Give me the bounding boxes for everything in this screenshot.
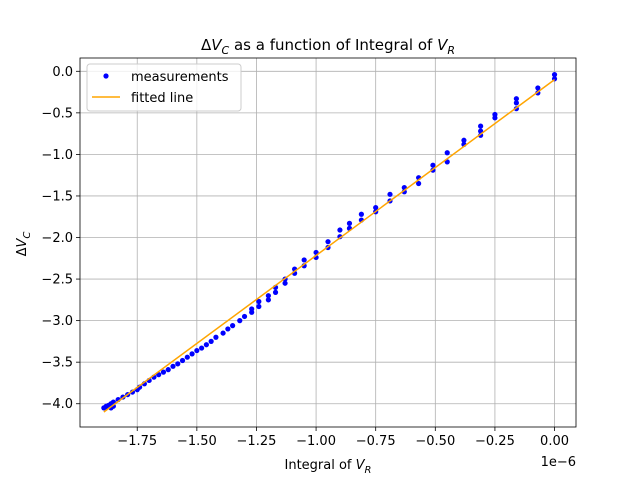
data-point <box>237 318 243 324</box>
data-point <box>265 293 271 299</box>
y-tick-label: −0.5 <box>41 106 73 121</box>
data-point <box>265 297 271 303</box>
data-point <box>492 115 498 121</box>
data-point <box>387 191 393 197</box>
x-tick-label: −0.25 <box>475 434 515 449</box>
data-point <box>208 338 214 344</box>
y-axis-label: ΔVC <box>15 232 33 257</box>
data-point <box>282 280 288 286</box>
data-point <box>194 347 200 354</box>
y-tick-label: −3.5 <box>41 356 73 371</box>
data-point <box>301 257 307 263</box>
x-tick-label: −1.75 <box>117 434 157 449</box>
y-axis-ticks: 0.0 −0.5 −1.0 −1.5 −2.0 −2.5 −3.0 −3.5 −4.0 <box>41 65 80 412</box>
legend-label-fitted-line: fitted line <box>131 91 193 106</box>
data-point <box>256 303 262 310</box>
y-tick-label: −3.0 <box>41 314 73 329</box>
data-point <box>179 357 186 364</box>
data-point <box>203 342 209 348</box>
data-point <box>373 204 379 211</box>
plot-area <box>101 72 558 413</box>
legend-marker-measurements <box>103 73 109 79</box>
x-tick-label: −1.25 <box>237 434 277 449</box>
fitted-line <box>103 79 555 413</box>
x-tick-label: 0.00 <box>540 434 569 449</box>
data-point <box>175 361 181 367</box>
x-tick-label: −0.50 <box>415 434 455 449</box>
data-point <box>225 326 231 332</box>
chart-title: ΔVC as a function of Integral of VR <box>201 36 455 57</box>
data-point <box>160 369 167 375</box>
data-point <box>430 162 436 168</box>
data-point <box>551 72 558 78</box>
data-point <box>272 289 279 295</box>
data-point <box>461 137 467 143</box>
data-point <box>220 330 226 336</box>
data-point <box>358 211 364 217</box>
data-point <box>170 363 176 369</box>
data-point <box>165 367 171 373</box>
legend-box <box>86 63 242 112</box>
data-point <box>256 298 262 305</box>
data-point <box>189 351 195 357</box>
data-point <box>337 227 343 233</box>
legend-label-measurements: measurements <box>131 70 229 85</box>
data-point <box>241 313 248 320</box>
x-tick-label: −0.75 <box>356 434 396 449</box>
data-point <box>325 239 331 245</box>
x-tick-label: −1.50 <box>177 434 217 449</box>
data-point <box>416 180 422 187</box>
data-point <box>199 345 205 351</box>
x-axis-ticks: −1.75 −1.50 −1.25 −1.00 −0.75 −0.50 −0.25 0.00 <box>117 427 569 449</box>
grid <box>80 58 576 427</box>
data-point <box>213 334 219 340</box>
x-axis-offset-text: 1e−6 <box>541 455 576 470</box>
x-axis-label: Integral of VR <box>285 458 372 476</box>
data-point <box>103 404 109 410</box>
y-tick-label: −1.5 <box>41 189 73 204</box>
data-point <box>184 354 190 360</box>
y-tick-label: −4.0 <box>41 397 73 412</box>
y-tick-label: 0.0 <box>52 65 73 80</box>
y-tick-label: −1.0 <box>41 148 73 163</box>
legend: measurements fitted line <box>86 63 242 112</box>
axes-frame <box>79 57 577 428</box>
data-point <box>513 100 519 106</box>
data-point <box>513 96 519 102</box>
data-point <box>346 220 353 226</box>
data-point <box>249 309 255 315</box>
y-tick-label: −2.5 <box>41 273 73 288</box>
x-tick-label: −1.00 <box>296 434 336 449</box>
data-point <box>535 85 541 91</box>
data-point <box>478 123 484 129</box>
data-point <box>444 150 450 156</box>
data-point <box>230 323 236 329</box>
y-tick-label: −2.0 <box>41 231 73 246</box>
